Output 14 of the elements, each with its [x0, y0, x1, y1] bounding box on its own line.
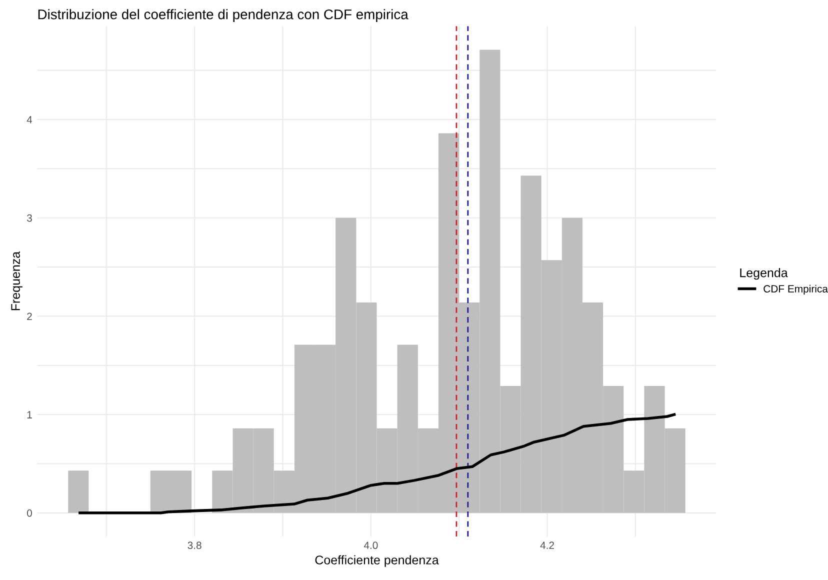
legend-title: Legenda [740, 268, 788, 280]
y-tick-label: 2 [27, 312, 32, 320]
x-tick-label: 3.8 [188, 542, 202, 550]
y-axis-title: Frequenza [11, 251, 22, 310]
y-tick-label: 3 [27, 214, 32, 222]
y-tick-label: 4 [26, 116, 32, 124]
y-tick-label: 1 [27, 411, 32, 418]
x-tick-label: 4.2 [540, 542, 554, 549]
chart-title: Distribuzione del coefficiente di pendenza con CDF empirica [38, 9, 408, 22]
line-series [78, 413, 676, 514]
legend-label: CDF Empirica [764, 284, 828, 295]
x-axis-title: Coefficiente pendenza [315, 555, 439, 567]
x-tick-label: 4.0 [364, 542, 378, 550]
y-tick-label: 0 [27, 509, 32, 517]
